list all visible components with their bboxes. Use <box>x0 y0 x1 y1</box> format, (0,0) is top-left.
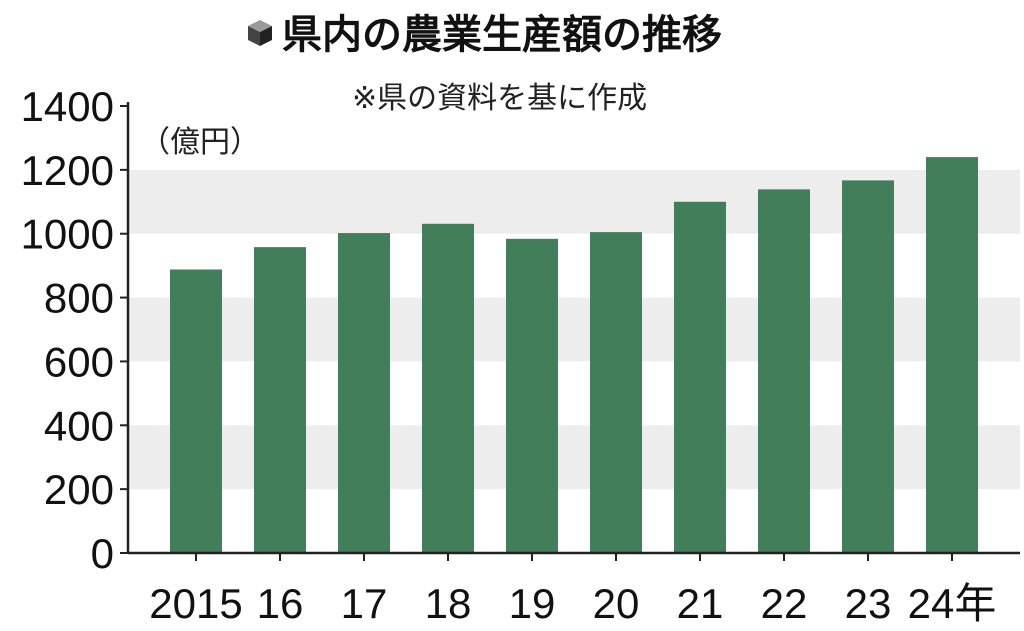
y-tick-label: 400 <box>44 402 114 449</box>
bar-2015 <box>170 269 222 553</box>
bars <box>170 157 978 554</box>
bar-22 <box>758 189 810 554</box>
x-tick-label: 23 <box>845 580 892 627</box>
x-tick-label: 16 <box>257 580 304 627</box>
chart-title: 県内の農業生産額の推移 <box>282 12 722 58</box>
x-tick-label: 18 <box>425 580 472 627</box>
y-axis-ticks: 0 200 400 600 800 1000 1200 1400 <box>21 83 128 577</box>
bar-23 <box>842 180 894 554</box>
y-tick-label: 800 <box>44 275 114 322</box>
x-tick-label: 21 <box>677 580 724 627</box>
y-tick-label: 0 <box>91 530 114 577</box>
x-tick-label: 22 <box>761 580 808 627</box>
unit-label: （億円） <box>140 125 260 160</box>
bar-19 <box>506 238 558 553</box>
y-tick-label: 200 <box>44 466 114 513</box>
x-tick-label: 24年 <box>908 580 997 627</box>
x-tick-label: 2015 <box>149 580 242 627</box>
bar-18 <box>422 223 474 554</box>
y-tick-label: 1000 <box>21 211 114 258</box>
bar-24年 <box>926 157 978 554</box>
bar-17 <box>338 233 390 553</box>
x-tick-label: 19 <box>509 580 556 627</box>
cube-icon <box>248 20 272 46</box>
source-note: ※県の資料を基に作成 <box>352 81 647 116</box>
y-tick-label: 600 <box>44 338 114 385</box>
x-tick-label: 17 <box>341 580 388 627</box>
y-tick-label: 1200 <box>21 147 114 194</box>
x-axis-ticks: 2015 16 17 18 19 20 21 22 23 24年 <box>149 553 996 627</box>
bar-20 <box>590 232 642 553</box>
bar-16 <box>254 247 306 554</box>
x-tick-label: 20 <box>593 580 640 627</box>
title-group: 県内の農業生産額の推移 <box>248 12 722 58</box>
bar-21 <box>674 201 726 554</box>
y-tick-label: 1400 <box>21 83 114 130</box>
